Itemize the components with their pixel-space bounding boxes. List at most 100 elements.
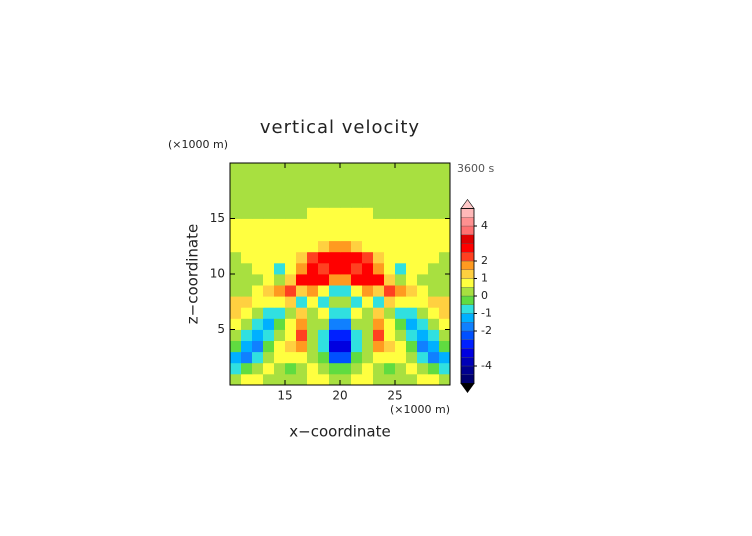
- contour-cell: [351, 163, 363, 175]
- contour-cell: [439, 274, 451, 286]
- contour-cell: [417, 163, 429, 175]
- contour-cell: [395, 196, 407, 208]
- contour-cell: [230, 373, 242, 386]
- colorbar-swatch: [460, 208, 475, 218]
- contour-cell: [439, 251, 451, 264]
- contour-cell: [263, 163, 275, 175]
- contour-cell: [351, 307, 363, 319]
- contour-cell: [285, 274, 297, 286]
- contour-cell: [263, 274, 275, 286]
- contour-cell: [384, 174, 396, 186]
- contour-cell: [230, 163, 242, 175]
- contour-cell: [395, 362, 407, 375]
- colorbar-swatch: [460, 278, 475, 288]
- contour-cell: [417, 240, 429, 253]
- contour-cell: [307, 229, 319, 242]
- contour-cell: [351, 318, 363, 330]
- contour-cell: [329, 307, 341, 319]
- contour-cell: [241, 229, 253, 242]
- contour-cell: [296, 196, 308, 208]
- contour-cell: [340, 174, 352, 186]
- contour-cell: [439, 262, 451, 275]
- contour-cell: [252, 240, 264, 253]
- contour-cell: [340, 340, 352, 353]
- contour-cell: [329, 229, 341, 242]
- contour-cell: [340, 373, 352, 386]
- contour-cell: [274, 240, 286, 253]
- contour-cell: [274, 163, 286, 175]
- contour-cell: [340, 218, 352, 230]
- contour-cell: [296, 229, 308, 242]
- contour-cell: [296, 373, 308, 386]
- contour-cell: [362, 196, 374, 208]
- contour-cell: [406, 229, 418, 242]
- contour-cell: [362, 274, 374, 286]
- contour-cell: [252, 329, 264, 341]
- contour-cell: [351, 362, 363, 375]
- contour-cell: [252, 262, 264, 275]
- contour-cell: [307, 207, 319, 219]
- contour-cell: [384, 185, 396, 197]
- contour-cell: [274, 207, 286, 219]
- contour-cell: [252, 218, 264, 230]
- contour-cell: [362, 251, 374, 264]
- contour-cell: [395, 274, 407, 286]
- colorbar-swatch: [460, 234, 475, 244]
- contour-cell: [274, 274, 286, 286]
- contour-cell: [285, 351, 297, 364]
- contour-cell: [395, 240, 407, 253]
- contour-cell: [230, 329, 242, 341]
- colorbar-swatch: [460, 322, 475, 332]
- contour-cell: [274, 296, 286, 308]
- contour-cell: [340, 274, 352, 286]
- contour-cell: [439, 240, 451, 253]
- contour-cell: [406, 262, 418, 275]
- contour-cell: [351, 174, 363, 186]
- contour-cell: [274, 362, 286, 375]
- contour-cell: [252, 163, 264, 175]
- contour-cell: [406, 362, 418, 375]
- contour-cell: [296, 285, 308, 297]
- contour-cell: [274, 351, 286, 364]
- contour-cell: [296, 329, 308, 341]
- contour-cell: [318, 373, 330, 386]
- contour-cell: [252, 373, 264, 386]
- contour-cell: [395, 174, 407, 186]
- contour-cell: [329, 185, 341, 197]
- contour-cell: [318, 207, 330, 219]
- contour-cell: [230, 174, 242, 186]
- contour-cell: [384, 285, 396, 297]
- y-tick-label: 15: [210, 211, 225, 225]
- contour-cell: [230, 229, 242, 242]
- contour-cell: [384, 196, 396, 208]
- contour-cell: [230, 251, 242, 264]
- contour-cell: [417, 362, 429, 375]
- colorbar-swatch: [460, 374, 475, 384]
- contour-cell: [263, 262, 275, 275]
- contour-cell: [274, 229, 286, 242]
- contour-cell: [362, 340, 374, 353]
- contour-cell: [241, 285, 253, 297]
- contour-cell: [373, 196, 385, 208]
- contour-cell: [428, 229, 440, 242]
- contour-cell: [241, 251, 253, 264]
- contour-cell: [329, 207, 341, 219]
- colorbar-swatch: [460, 217, 475, 227]
- contour-cell: [274, 329, 286, 341]
- colorbar-swatch: [460, 287, 475, 297]
- contour-cell: [428, 251, 440, 264]
- contour-cell: [252, 318, 264, 330]
- contour-cell: [417, 196, 429, 208]
- contour-cell: [417, 174, 429, 186]
- contour-cell: [318, 274, 330, 286]
- contour-cell: [241, 196, 253, 208]
- x-tick-label: 15: [277, 389, 292, 403]
- contour-cell: [428, 318, 440, 330]
- contour-cell: [406, 351, 418, 364]
- contour-cell: [373, 351, 385, 364]
- colorbar-swatch: [460, 243, 475, 253]
- contour-cell: [329, 274, 341, 286]
- contour-cell: [241, 296, 253, 308]
- contour-cell: [296, 307, 308, 319]
- contour-cell: [351, 351, 363, 364]
